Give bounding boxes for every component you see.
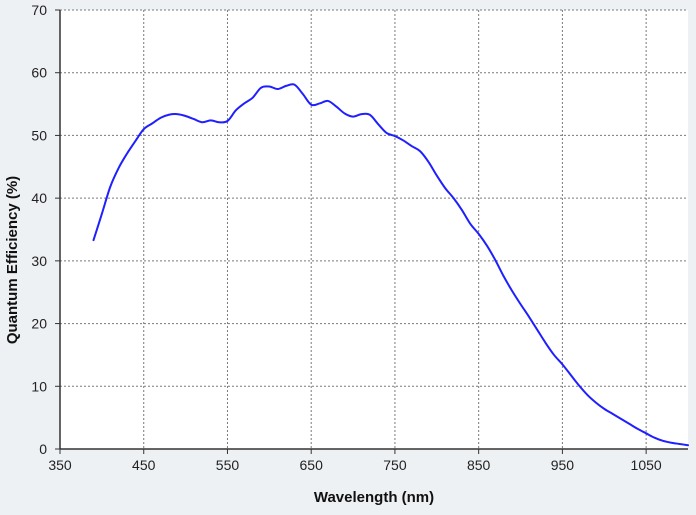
y-tick-label: 40 [31, 190, 47, 206]
axes [55, 9, 688, 454]
y-tick-label: 30 [31, 253, 47, 269]
x-tick-label: 350 [48, 457, 72, 473]
x-tick-label: 550 [216, 457, 240, 473]
series-layer [92, 83, 689, 447]
series-line-quantum-efficiency [92, 83, 689, 447]
x-tick-label: 750 [383, 457, 407, 473]
x-tick-label: 650 [300, 457, 324, 473]
x-tick-label: 450 [132, 457, 156, 473]
y-tick-label: 60 [31, 65, 47, 81]
y-tick-label: 20 [31, 316, 47, 332]
y-tick-label: 70 [31, 2, 47, 18]
x-tick-label: 950 [551, 457, 575, 473]
plot-background [60, 10, 688, 449]
grid [60, 9, 688, 449]
y-tick-label: 50 [31, 127, 47, 143]
y-tick-label: 10 [31, 378, 47, 394]
x-tick-labels: 350 450 550 650 750 850 950 1050 [48, 457, 662, 473]
y-axis-title: Quantum Efficiency (%) [4, 176, 21, 344]
y-tick-labels: 0 10 20 30 40 50 60 70 [31, 2, 47, 457]
y-tick-label: 0 [39, 441, 47, 457]
x-tick-label: 850 [467, 457, 491, 473]
x-tick-label: 1050 [631, 457, 662, 473]
x-axis-title: Wavelength (nm) [314, 489, 434, 506]
plot-area [60, 10, 688, 449]
